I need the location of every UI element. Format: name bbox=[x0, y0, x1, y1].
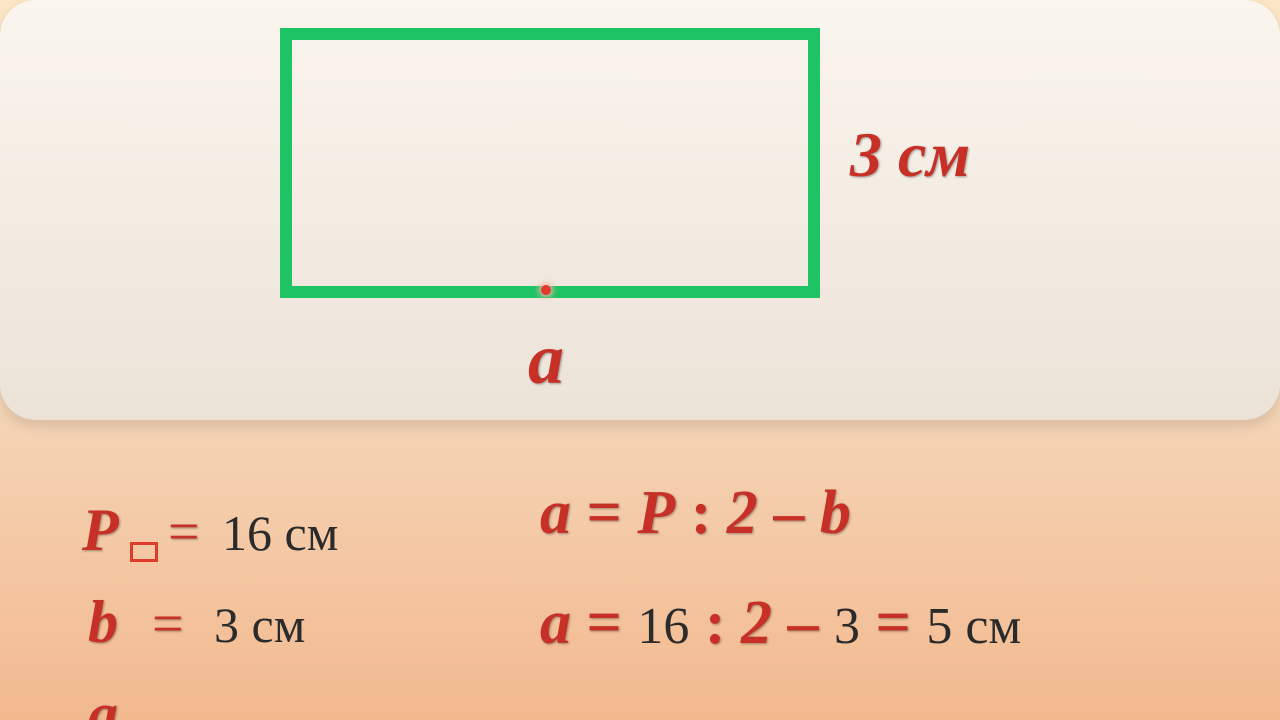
formula-line-1: a = P : 2 – b bbox=[540, 478, 851, 549]
diagram-card bbox=[0, 0, 1280, 420]
slide-canvas: 3 см a P = 16 см b = 3 см a a = P : 2 – … bbox=[0, 0, 1280, 720]
label-side-b: 3 см bbox=[850, 118, 970, 192]
formula-line-2: a = 16 : 2 – 3 = 5 см bbox=[540, 588, 1021, 659]
given-P-value: 16 см bbox=[222, 504, 338, 562]
label-side-a: a bbox=[528, 318, 564, 401]
given-P-equals: = bbox=[168, 500, 200, 564]
given-b-equals: = bbox=[152, 592, 184, 656]
rectangle-shape bbox=[280, 28, 820, 298]
given-P-letter: P bbox=[82, 496, 119, 565]
laser-pointer-dot bbox=[541, 285, 551, 295]
given-b-letter: b bbox=[88, 588, 118, 657]
given-a-letter: a bbox=[88, 680, 118, 720]
given-b-value: 3 см bbox=[214, 596, 305, 654]
perimeter-rectangle-subscript-icon bbox=[130, 542, 158, 562]
